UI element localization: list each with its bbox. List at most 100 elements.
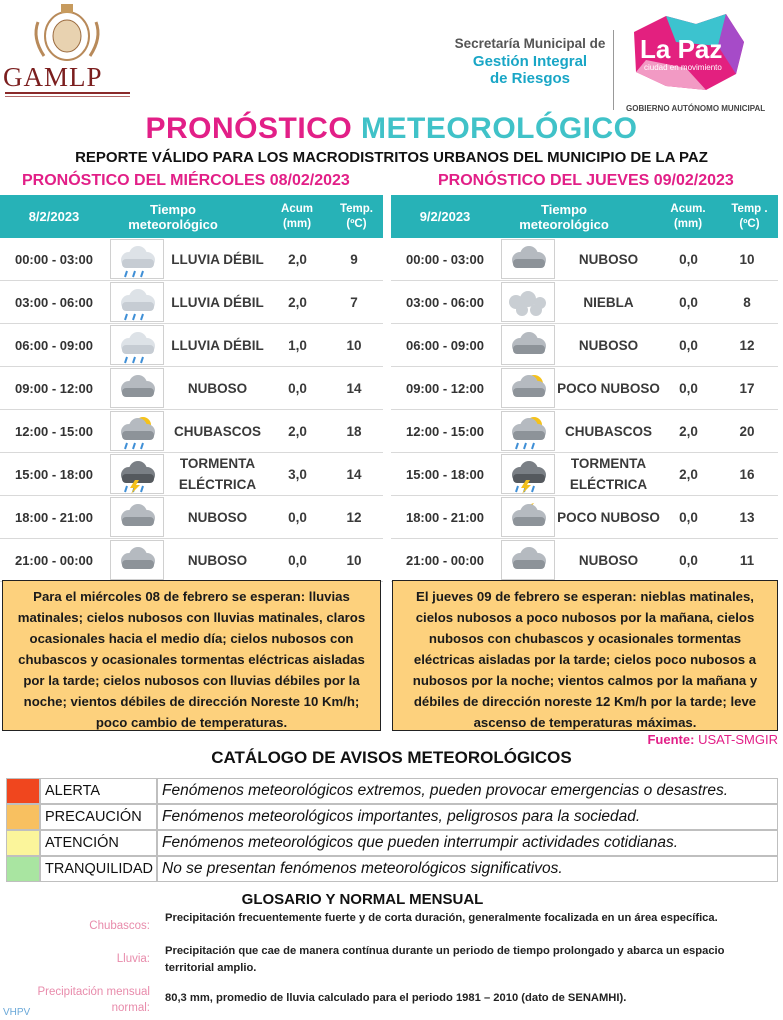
forecast-heading: PRONÓSTICO DEL MIÉRCOLES 08/02/2023 bbox=[22, 172, 350, 189]
brand-mark bbox=[634, 14, 744, 90]
logo-rule bbox=[5, 96, 130, 97]
forecast-heading: PRONÓSTICO DEL JUEVES 09/02/2023 bbox=[438, 172, 734, 189]
weather-icon bbox=[121, 461, 155, 494]
source-value: USAT-SMGIR bbox=[698, 732, 778, 747]
time-range: 00:00 - 03:00 bbox=[405, 252, 485, 267]
accumulation: 0,0 bbox=[661, 539, 716, 582]
condition: NUBOSO bbox=[165, 496, 270, 539]
temperature: 20 bbox=[716, 410, 778, 453]
column-header: Temp. (ºC) bbox=[330, 195, 383, 238]
icon-frame bbox=[501, 282, 555, 322]
accumulation: 2,0 bbox=[270, 281, 325, 324]
weather-icon bbox=[512, 501, 546, 526]
icon-frame bbox=[501, 454, 555, 494]
secretaria-line: de Riesgos bbox=[489, 70, 571, 87]
temperature: 14 bbox=[325, 367, 383, 410]
time-range: 00:00 - 03:00 bbox=[14, 252, 94, 267]
condition: NIEBLA bbox=[556, 281, 661, 324]
temperature: 10 bbox=[716, 238, 778, 281]
condition: NUBOSO bbox=[165, 367, 270, 410]
weather-icon bbox=[512, 246, 546, 268]
condition: CHUBASCOS bbox=[165, 410, 270, 453]
title-part: METEOROLÓGICO bbox=[361, 112, 638, 145]
icon-frame bbox=[110, 239, 164, 279]
icon-frame bbox=[110, 540, 164, 580]
temperature: 10 bbox=[325, 324, 383, 367]
condition: NUBOSO bbox=[556, 238, 661, 281]
secretaria-line: Secretaría Municipal de bbox=[454, 36, 606, 51]
weather-icon bbox=[512, 461, 546, 494]
alert-swatch bbox=[6, 778, 40, 804]
icon-frame bbox=[110, 325, 164, 365]
weather-icon bbox=[512, 332, 546, 354]
icon-frame bbox=[110, 368, 164, 408]
accumulation: 1,0 bbox=[270, 324, 325, 367]
weather-icon bbox=[121, 246, 155, 278]
accumulation: 0,0 bbox=[270, 539, 325, 582]
time-range: 06:00 - 09:00 bbox=[405, 338, 485, 353]
title-part: PRONÓSTICO bbox=[145, 112, 353, 145]
weather-icon bbox=[121, 289, 155, 321]
time-range: 18:00 - 21:00 bbox=[14, 510, 94, 525]
glossary-term: Precipitación mensual normal: bbox=[37, 986, 150, 1014]
summary: Para el miércoles 08 de febrero se esper… bbox=[2, 580, 381, 731]
alert-description: Fenómenos meteorológicos que pueden inte… bbox=[157, 830, 778, 856]
temperature: 11 bbox=[716, 539, 778, 582]
column-header: Acum. (mm) bbox=[667, 195, 709, 238]
alert-level: PRECAUCIÓN bbox=[40, 804, 157, 830]
condition: TORMENTA ELÉCTRICA bbox=[165, 453, 270, 496]
brand-tagline: ciudad en movimiento bbox=[644, 63, 722, 72]
alert-swatch bbox=[6, 804, 40, 830]
alert-swatch bbox=[6, 830, 40, 856]
condition: LLUVIA DÉBIL bbox=[165, 324, 270, 367]
temperature: 8 bbox=[716, 281, 778, 324]
condition: POCO NUBOSO bbox=[556, 367, 661, 410]
accumulation: 2,0 bbox=[661, 453, 716, 496]
catalog-title: CATÁLOGO DE AVISOS METEOROLÓGICOS bbox=[211, 748, 572, 767]
condition: POCO NUBOSO bbox=[556, 496, 661, 539]
source-label: Fuente: bbox=[647, 732, 695, 747]
glossary-term: Chubascos: bbox=[89, 920, 150, 932]
alert-swatch bbox=[6, 856, 40, 882]
condition: CHUBASCOS bbox=[556, 410, 661, 453]
temperature: 12 bbox=[716, 324, 778, 367]
weather-icon bbox=[121, 504, 155, 526]
table-date: 8/2/2023 bbox=[0, 195, 108, 238]
weather-icon bbox=[509, 291, 546, 316]
accumulation: 0,0 bbox=[661, 281, 716, 324]
accumulation: 2,0 bbox=[270, 238, 325, 281]
time-range: 12:00 - 15:00 bbox=[405, 424, 485, 439]
time-range: 15:00 - 18:00 bbox=[405, 467, 485, 482]
temperature: 10 bbox=[325, 539, 383, 582]
accumulation: 0,0 bbox=[661, 238, 716, 281]
table-date: 9/2/2023 bbox=[391, 195, 499, 238]
glossary-title: GLOSARIO Y NORMAL MENSUAL bbox=[241, 891, 484, 908]
time-range: 03:00 - 06:00 bbox=[405, 295, 485, 310]
column-header: Acum (mm) bbox=[276, 195, 318, 238]
time-range: 03:00 - 06:00 bbox=[14, 295, 94, 310]
crest bbox=[34, 4, 100, 61]
icon-frame bbox=[501, 368, 555, 408]
icon-frame bbox=[501, 497, 555, 537]
condition: TORMENTA ELÉCTRICA bbox=[556, 453, 661, 496]
brand-name: La Paz bbox=[640, 34, 723, 64]
condition: LLUVIA DÉBIL bbox=[165, 238, 270, 281]
accumulation: 2,0 bbox=[270, 410, 325, 453]
glossary-definition: 80,3 mm, promedio de lluvia calculado pa… bbox=[165, 992, 627, 1004]
weather-icon bbox=[121, 375, 155, 397]
subtitle: REPORTE VÁLIDO PARA LOS MACRODISTRITOS U… bbox=[75, 149, 708, 166]
temperature: 14 bbox=[325, 453, 383, 496]
alert-level: ATENCIÓN bbox=[40, 830, 157, 856]
icon-frame bbox=[110, 411, 164, 451]
accumulation: 0,0 bbox=[661, 324, 716, 367]
icon-frame bbox=[501, 325, 555, 365]
summary: El jueves 09 de febrero se esperan: nieb… bbox=[392, 580, 778, 731]
temperature: 7 bbox=[325, 281, 383, 324]
glossary-term: Lluvia: bbox=[116, 953, 150, 965]
secretaria-line: Gestión Integral bbox=[472, 53, 588, 70]
weather-icon bbox=[512, 375, 546, 397]
alert-level: TRANQUILIDAD bbox=[40, 856, 157, 882]
time-range: 09:00 - 12:00 bbox=[14, 381, 94, 396]
alert-description: Fenómenos meteorológicos extremos, puede… bbox=[157, 778, 778, 804]
